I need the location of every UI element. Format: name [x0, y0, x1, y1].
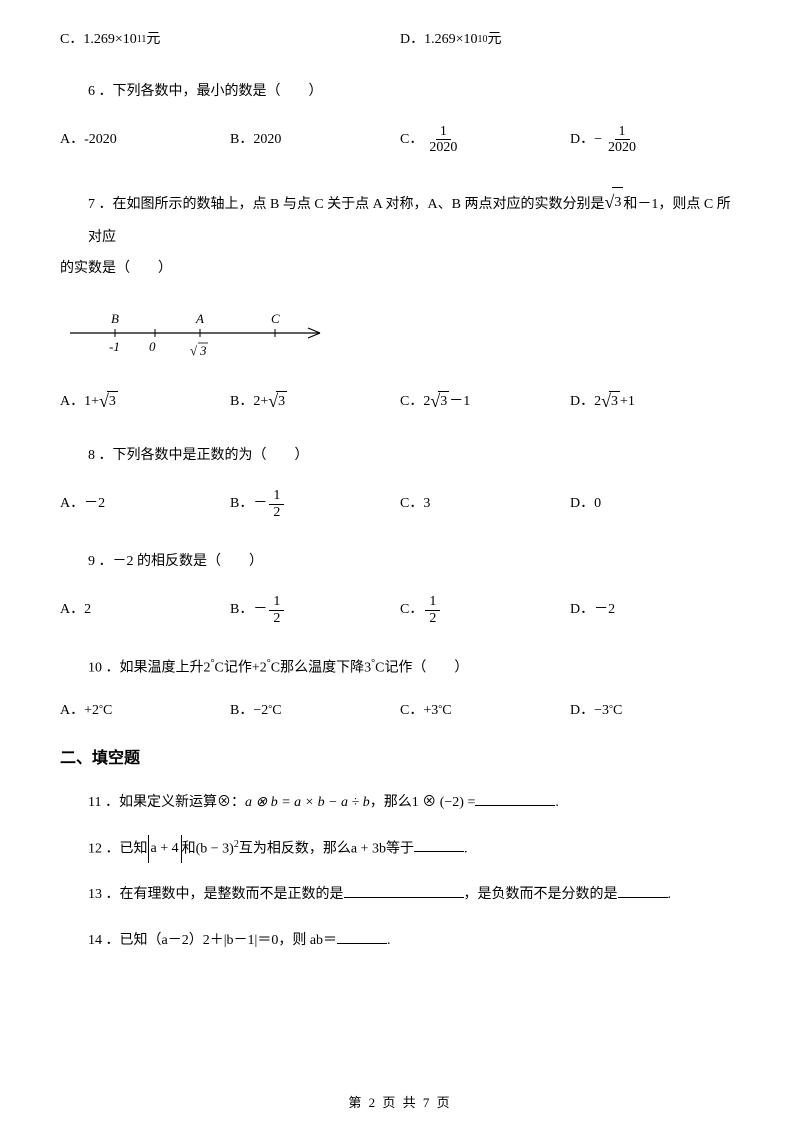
- svg-text:0: 0: [149, 339, 156, 354]
- svg-text:A: A: [195, 311, 204, 326]
- option-b: B．−2°C: [230, 701, 400, 721]
- blank-input[interactable]: [414, 838, 464, 852]
- sqrt-icon: 3: [430, 389, 449, 414]
- q6-stem: 6 ．下列各数中，最小的数是（ ）: [88, 78, 740, 106]
- option-c: C．+3°C: [400, 701, 570, 721]
- q14: 14 ．已知（a－2）2＋|b－1|＝0，则 ab＝.: [88, 927, 740, 955]
- otimes-icon: ⊗: [217, 795, 231, 810]
- q12: 12 ．已知a + 4和(b − 3)2互为相反数，那么a + 3b等于.: [88, 835, 740, 864]
- blank-input[interactable]: [337, 930, 387, 944]
- section-title-fill: 二、填空题: [60, 748, 740, 770]
- option-d: D．－2: [570, 600, 740, 620]
- option-a: A．－2: [60, 494, 230, 514]
- option-b: B．2020: [230, 130, 400, 150]
- option-a: A．-2020: [60, 130, 230, 150]
- blank-input[interactable]: [475, 792, 555, 806]
- fraction: 12020: [425, 124, 461, 156]
- q7-options: A．1+3 B．2+3 C．23－1 D．23+1: [60, 389, 740, 414]
- text: D．1.269×10: [400, 30, 478, 50]
- page-footer: 第 2 页 共 7 页: [0, 1094, 800, 1112]
- option-a: A．+2°C: [60, 701, 230, 721]
- q9-options: A．2 B．－12 C．12 D．－2: [60, 594, 740, 626]
- option-d: D．0: [570, 494, 740, 514]
- q7-stem: 7 ．在如图所示的数轴上，点 B 与点 C 关于点 A 对称，A、B 两点对应的…: [88, 183, 740, 284]
- fraction: 12: [269, 594, 284, 626]
- q9-stem: 9 ．－2 的相反数是（ ）: [88, 548, 740, 576]
- option-c: C． 12020: [400, 124, 570, 156]
- exponent: 10: [478, 33, 488, 47]
- sqrt-icon: 3: [601, 389, 620, 414]
- option-c: C．12: [400, 594, 570, 626]
- blank-input[interactable]: [344, 884, 464, 898]
- fraction: 12020: [604, 124, 640, 156]
- text: C．1.269×10: [60, 30, 137, 50]
- option-c: C．23－1: [400, 389, 570, 414]
- sqrt-icon: 3: [99, 389, 118, 414]
- svg-text:C: C: [271, 311, 280, 326]
- neg-sign: −: [594, 130, 602, 150]
- label: D．: [570, 130, 594, 150]
- number-line-diagram: B -1 0 A C √3: [60, 303, 740, 370]
- fraction: 12: [425, 594, 440, 626]
- sqrt-icon: 3: [268, 389, 287, 414]
- svg-text:B: B: [111, 311, 119, 326]
- q8-stem: 8 ．下列各数中是正数的为（ ）: [88, 442, 740, 470]
- option-c: C．1.269×1011元: [60, 30, 400, 50]
- q10-options: A．+2°C B．−2°C C．+3°C D．−3°C: [60, 701, 740, 721]
- svg-text:3: 3: [199, 343, 207, 358]
- option-d: D．1.269×1010元: [400, 30, 740, 50]
- option-b: B．－12: [230, 488, 400, 520]
- q10-stem: 10 ．如果温度上升2°C记作+2°C那么温度下降3°C记作（ ）: [88, 654, 740, 683]
- abs-icon: a + 4: [148, 835, 182, 863]
- q6-options: A．-2020 B．2020 C． 12020 D． − 12020: [60, 124, 740, 156]
- option-d: D．−3°C: [570, 701, 740, 721]
- blank-input[interactable]: [618, 884, 668, 898]
- option-a: A．2: [60, 600, 230, 620]
- text: 元: [488, 30, 502, 50]
- svg-text:-1: -1: [109, 339, 120, 354]
- option-a: A．1+3: [60, 389, 230, 414]
- q13: 13 ．在有理数中，是整数而不是正数的是，是负数而不是分数的是.: [88, 881, 740, 909]
- fraction: 12: [269, 488, 284, 520]
- option-c: C．3: [400, 494, 570, 514]
- option-d: D． − 12020: [570, 124, 740, 156]
- q5-options: C．1.269×1011元 D．1.269×1010元: [60, 30, 740, 50]
- label: C．: [400, 130, 423, 150]
- text: 元: [146, 30, 160, 50]
- svg-text:√: √: [190, 343, 198, 358]
- q8-options: A．－2 B．－12 C．3 D．0: [60, 488, 740, 520]
- text: 7 ．在如图所示的数轴上，点 B 与点 C 关于点 A 对称，A、B 两点对应的…: [88, 197, 604, 212]
- text: 的实数是（ ）: [60, 261, 172, 276]
- exponent: 11: [137, 33, 147, 47]
- sqrt-icon: 3: [604, 183, 623, 223]
- option-b: B．－12: [230, 594, 400, 626]
- q11: 11 ．如果定义新运算⊗：a ⊗ b = a × b − a ÷ b，那么1 ⊗…: [88, 789, 740, 817]
- option-d: D．23+1: [570, 389, 740, 414]
- option-b: B．2+3: [230, 389, 400, 414]
